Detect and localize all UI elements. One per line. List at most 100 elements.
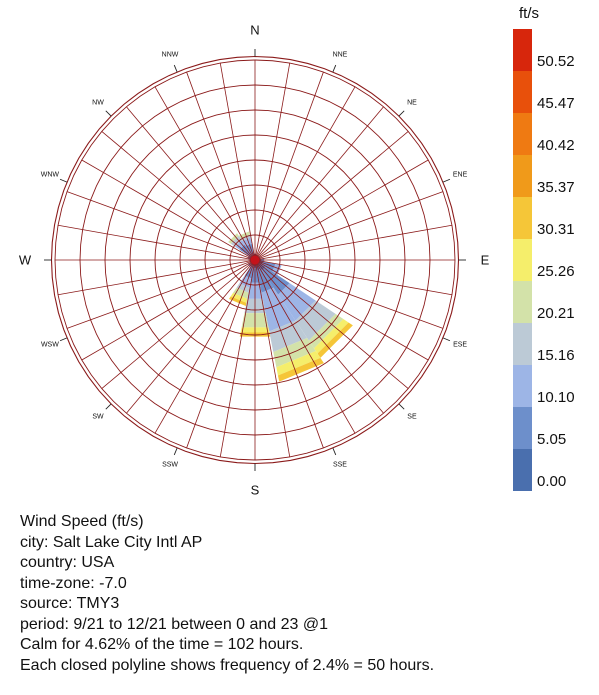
- direction-tick: [59, 337, 68, 342]
- wedge-sse-bin-1: [257, 268, 274, 293]
- direction-label-w: W: [19, 253, 32, 268]
- radial-spoke: [254, 86, 356, 261]
- radial-spoke: [254, 191, 444, 261]
- direction-label-e: E: [481, 253, 490, 268]
- radial-spoke: [254, 259, 409, 389]
- radial-spoke: [254, 259, 429, 361]
- wedge-se-bin-3: [295, 300, 336, 341]
- radial-spoke: [101, 131, 256, 261]
- info-calm: Calm for 4.62% of the time = 102 hours.: [20, 636, 304, 653]
- direction-tick: [398, 403, 405, 410]
- direction-tick: [173, 447, 178, 456]
- radial-spoke: [254, 259, 356, 434]
- direction-tick: [332, 64, 337, 73]
- radial-spoke: [126, 106, 256, 261]
- wedge-se-bin-6: [317, 322, 353, 358]
- legend-unit: ft/s: [519, 5, 539, 22]
- radial-spoke: [57, 259, 256, 296]
- legend-swatch-9: [513, 71, 532, 113]
- radial-spoke: [254, 259, 453, 296]
- direction-label-s: S: [251, 483, 260, 498]
- direction-label-nne: NNE: [333, 51, 348, 58]
- direction-tick: [173, 64, 178, 73]
- legend-label-6: 30.31: [537, 221, 575, 238]
- legend-swatch-2: [513, 365, 532, 407]
- info-source: source: TMY3: [20, 595, 120, 612]
- info-country: country: USA: [20, 554, 115, 571]
- direction-label-wsw: WSW: [41, 341, 59, 348]
- wedge-sse-bin-3: [269, 320, 308, 352]
- direction-label-ese: ESE: [453, 341, 467, 348]
- radial-spoke: [126, 259, 256, 414]
- direction-tick: [442, 337, 451, 342]
- radial-spoke: [219, 259, 256, 458]
- info-timezone: time-zone: -7.0: [20, 574, 127, 592]
- direction-tick: [105, 403, 112, 410]
- legend-swatch-5: [513, 239, 532, 281]
- legend-label-4: 20.21: [537, 305, 575, 322]
- legend-swatch-6: [513, 197, 532, 239]
- direction-label-sse: SSE: [333, 462, 347, 469]
- radial-spoke: [81, 259, 256, 361]
- direction-label-nnw: NNW: [162, 51, 179, 58]
- radial-spoke: [254, 259, 324, 449]
- info-period: period: 9/21 to 12/21 between 0 and 23 @…: [20, 615, 329, 633]
- legend-label-8: 40.42: [537, 137, 575, 154]
- direction-label-nw: NW: [92, 100, 104, 107]
- radial-spoke: [254, 131, 409, 261]
- legend-label-10: 50.52: [537, 53, 575, 70]
- legend-label-3: 15.16: [537, 347, 575, 364]
- wedge-sse-bin-2: [261, 287, 296, 332]
- radial-spoke: [186, 259, 256, 449]
- radial-spoke: [101, 259, 256, 389]
- radial-spoke: [219, 62, 256, 261]
- radial-spoke: [254, 159, 429, 261]
- legend-label-0: 0.00: [537, 473, 566, 490]
- radial-spoke: [254, 224, 453, 261]
- direction-label-ene: ENE: [453, 172, 468, 179]
- legend-swatch-7: [513, 155, 532, 197]
- legend-swatch-1: [513, 407, 532, 449]
- wedge-ssw-bin-4: [233, 287, 249, 299]
- radial-spoke: [154, 259, 256, 434]
- direction-label-wnw: WNW: [41, 172, 60, 179]
- speed-legend: ft/s 0.00 5.05 10.10 15.16 20.21 25.26 30.31 35.…: [513, 5, 575, 491]
- wedge-se-bin-4: [308, 313, 344, 349]
- wedge-se-bin-1: [261, 266, 290, 295]
- wedge-sse-bin-5: [276, 350, 321, 376]
- direction-tick: [442, 178, 451, 183]
- radial-spoke: [254, 71, 324, 261]
- info-polyline-note: Each closed polyline shows frequency of …: [20, 656, 435, 674]
- wedge-sw-bin-1: [248, 262, 253, 267]
- radial-spoke: [66, 259, 256, 329]
- legend-label-5: 25.26: [537, 263, 575, 280]
- wedge-nw-bin-2: [235, 240, 245, 250]
- wedge-nw-bin-4: [228, 233, 239, 244]
- direction-label-ssw: SSW: [162, 462, 178, 469]
- direction-label-n: N: [250, 23, 259, 38]
- direction-tick: [332, 447, 337, 456]
- legend-swatch-3: [513, 323, 532, 365]
- legend-label-9: 45.47: [537, 95, 575, 112]
- radial-spoke: [254, 62, 291, 261]
- radial-spoke: [254, 259, 291, 458]
- radial-spoke: [254, 259, 444, 329]
- info-block: Wind Speed (ft/s) city: Salt Lake City I…: [20, 512, 434, 676]
- legend-label-2: 10.10: [537, 389, 575, 406]
- wedge-se-bin-5: [314, 319, 349, 354]
- legend-swatch-8: [513, 113, 532, 155]
- radial-spoke: [81, 159, 256, 261]
- info-title: Wind Speed (ft/s): [20, 513, 144, 530]
- wedge-sse-bin-6: [277, 357, 324, 382]
- legend-swatch-4: [513, 281, 532, 323]
- legend-label-1: 5.05: [537, 431, 566, 448]
- wedge-ssw-bin-1: [244, 265, 254, 279]
- wedge-ssw-bin-6: [228, 296, 247, 306]
- wedge-nw-bin-1: [239, 244, 253, 258]
- legend-label-7: 35.37: [537, 179, 575, 196]
- center-hub: [250, 255, 260, 265]
- legend-swatch-10: [513, 29, 532, 71]
- direction-tick: [398, 110, 405, 117]
- radial-spoke: [254, 259, 384, 414]
- radial-spoke: [57, 224, 256, 261]
